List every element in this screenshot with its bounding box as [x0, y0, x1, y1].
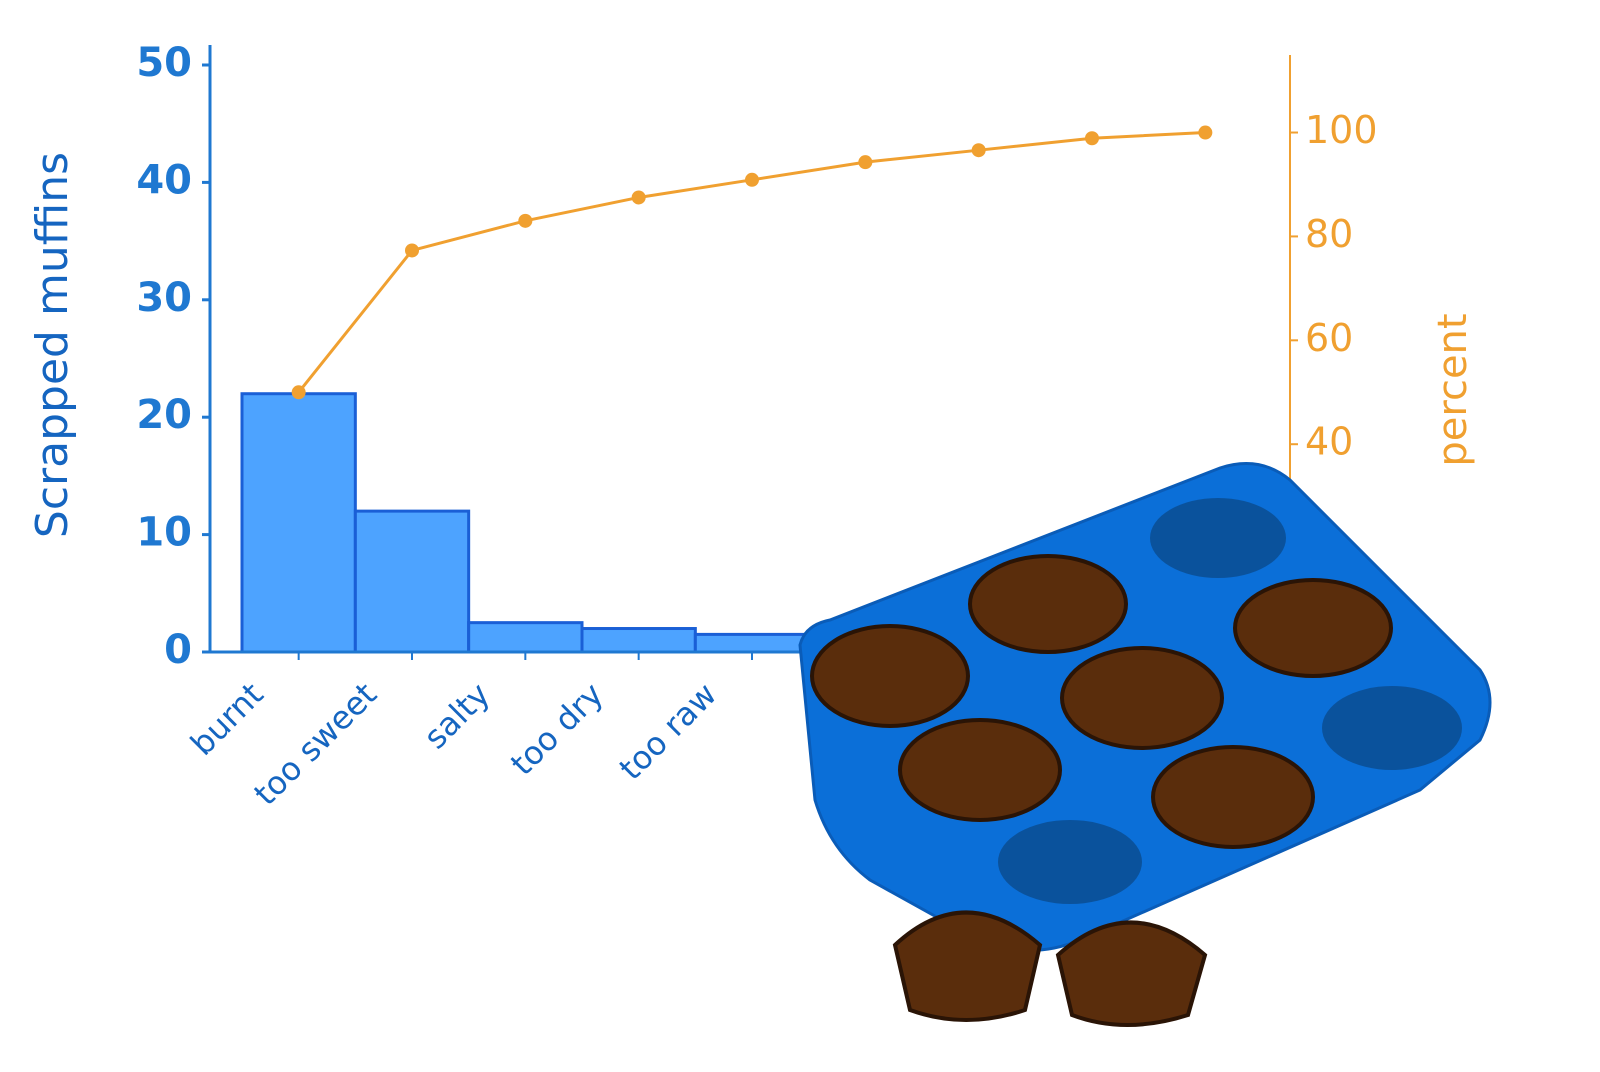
cumulative-point — [518, 213, 533, 228]
empty-cups — [998, 498, 1462, 904]
y2-axis-title: percent — [1430, 313, 1476, 466]
y-tick-label: 0 — [164, 627, 192, 673]
y-tick-label: 50 — [136, 40, 192, 86]
cumulative-point — [291, 385, 306, 400]
cumulative-point — [631, 190, 646, 205]
y-axis-title: Scrapped muffins — [27, 152, 78, 538]
cumulative-point — [745, 172, 759, 187]
cumulative-point — [405, 243, 419, 258]
y2-tick-label: 100 — [1305, 108, 1378, 152]
y-tick-label: 30 — [136, 275, 192, 321]
y2-tick-label: 80 — [1305, 212, 1353, 256]
cumulative-point — [858, 155, 873, 170]
cumulative-point — [1085, 131, 1099, 146]
y-tick-label: 40 — [136, 157, 192, 203]
bar — [353, 509, 471, 654]
y2-tick-label: 60 — [1305, 316, 1353, 360]
muffins — [810, 554, 1393, 1027]
y-tick-label: 20 — [136, 392, 192, 438]
y-tick-label: 10 — [136, 510, 192, 556]
y2-tick-label: 40 — [1305, 420, 1353, 464]
cumulative-point — [1198, 125, 1213, 140]
cumulative-point — [971, 143, 986, 158]
